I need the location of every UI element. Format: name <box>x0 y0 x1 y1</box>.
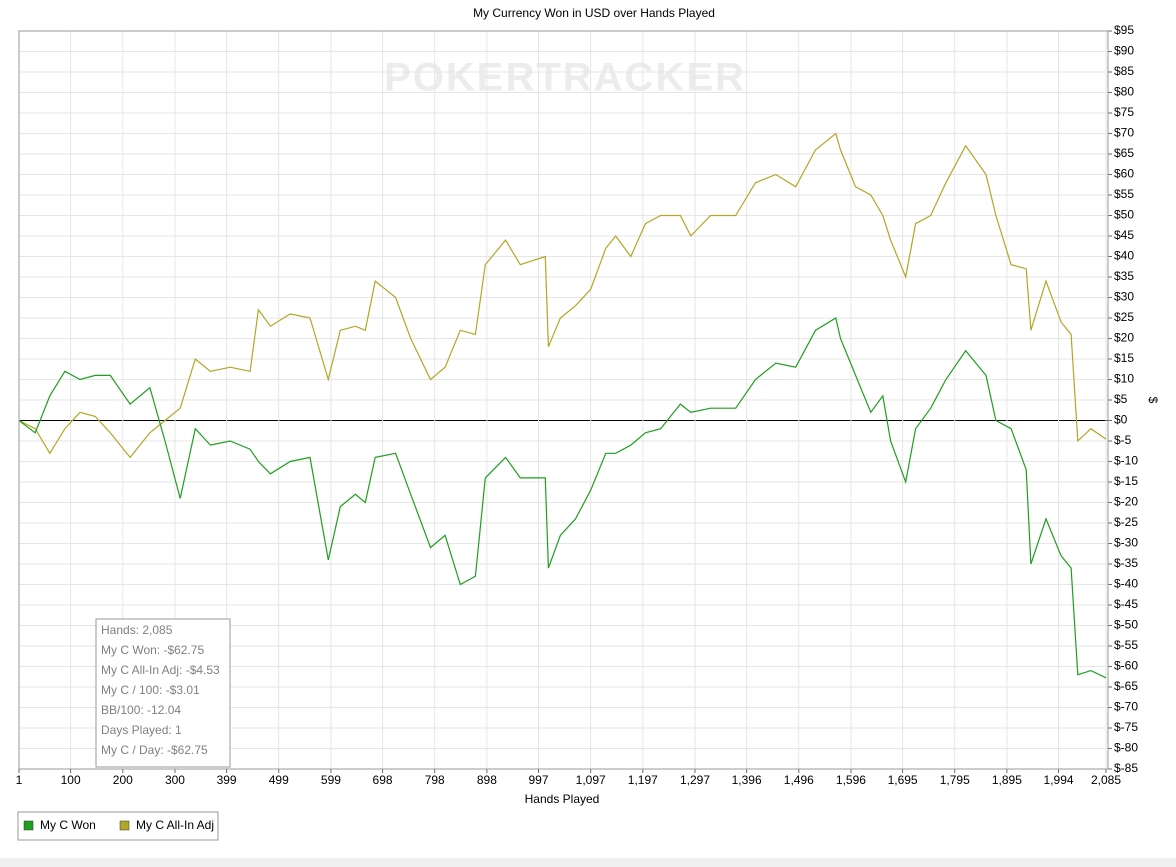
y-tick-label: $15 <box>1114 351 1134 365</box>
x-tick-label: 1,695 <box>888 773 918 787</box>
x-tick-label: 599 <box>321 773 341 787</box>
legend-swatch <box>23 820 34 831</box>
y-tick-label: $40 <box>1114 249 1134 263</box>
y-tick-label: $-65 <box>1114 679 1138 693</box>
y-tick-label: $-70 <box>1114 700 1138 714</box>
x-tick-label: 997 <box>528 773 548 787</box>
y-tick-label: $5 <box>1114 392 1128 406</box>
stats-line: My C / Day: -$62.75 <box>101 743 208 757</box>
y-tick-label: $-15 <box>1114 474 1138 488</box>
y-tick-label: $-20 <box>1114 495 1138 509</box>
grid <box>18 30 1112 773</box>
y-tick-label: $-25 <box>1114 515 1138 529</box>
y-tick-label: $-5 <box>1114 433 1132 447</box>
stats-line: My C Won: -$62.75 <box>101 643 204 657</box>
y-tick-label: $-50 <box>1114 618 1138 632</box>
y-tick-label: $65 <box>1114 146 1134 160</box>
stats-line: Days Played: 1 <box>101 723 182 737</box>
x-tick-label: 300 <box>165 773 185 787</box>
y-tick-label: $-60 <box>1114 659 1138 673</box>
y-tick-label: $45 <box>1114 228 1134 242</box>
stats-line: My C / 100: -$3.01 <box>101 683 200 697</box>
y-tick-label: $70 <box>1114 126 1134 140</box>
y-tick-label: $50 <box>1114 208 1134 222</box>
x-tick-label: 1,795 <box>940 773 970 787</box>
x-tick-label: 1,895 <box>992 773 1022 787</box>
y-tick-label: $-80 <box>1114 741 1138 755</box>
stats-line: Hands: 2,085 <box>101 623 173 637</box>
x-tick-label: 1,297 <box>680 773 710 787</box>
y-tick-label: $90 <box>1114 44 1134 58</box>
x-tick-label: 1,097 <box>576 773 606 787</box>
x-tick-label: 200 <box>113 773 133 787</box>
x-tick-label: 1 <box>16 773 23 787</box>
chart-title: My Currency Won in USD over Hands Played <box>473 6 715 20</box>
x-tick-label: 1,396 <box>732 773 762 787</box>
y-tick-label: $-85 <box>1114 761 1138 775</box>
y-tick-label: $10 <box>1114 372 1134 386</box>
y-tick-label: $95 <box>1114 23 1134 37</box>
x-tick-label: 1,596 <box>836 773 866 787</box>
x-tick-label: 898 <box>477 773 497 787</box>
x-tick-label: 100 <box>61 773 81 787</box>
y-tick-label: $-40 <box>1114 577 1138 591</box>
stats-box <box>95 618 231 768</box>
x-tick-label: 698 <box>373 773 393 787</box>
y-axis-label: $ <box>1146 397 1160 404</box>
series-line <box>18 317 1107 679</box>
y-tick-label: $-45 <box>1114 597 1138 611</box>
y-tick-label: $35 <box>1114 269 1134 283</box>
x-axis-label: Hands Played <box>525 792 600 806</box>
y-tick-label: $25 <box>1114 310 1134 324</box>
bottom-bar <box>0 858 1176 867</box>
plot-frame <box>18 30 1109 770</box>
stats-line: BB/100: -12.04 <box>101 703 181 717</box>
y-tick-label: $-75 <box>1114 720 1138 734</box>
y-tick-label: $0 <box>1114 413 1128 427</box>
y-tick-label: $-35 <box>1114 556 1138 570</box>
legend-label: My C Won <box>40 818 96 832</box>
y-tick-label: $80 <box>1114 85 1134 99</box>
y-tick-label: $75 <box>1114 105 1134 119</box>
x-tick-label: 2,085 <box>1091 773 1121 787</box>
stats-line: My C All-In Adj: -$4.53 <box>101 663 220 677</box>
x-tick-label: 399 <box>217 773 237 787</box>
lines <box>18 132 1107 679</box>
y-tick-label: $60 <box>1114 167 1134 181</box>
y-tick-label: $55 <box>1114 187 1134 201</box>
legend-label: My C All-In Adj <box>136 818 214 832</box>
y-tick-label: $30 <box>1114 290 1134 304</box>
series-line <box>18 132 1107 459</box>
y-tick-label: $-55 <box>1114 638 1138 652</box>
x-tick-label: 798 <box>425 773 445 787</box>
x-tick-label: 1,496 <box>784 773 814 787</box>
legend-swatch <box>119 820 130 831</box>
legend <box>17 811 219 841</box>
x-tick-label: 1,197 <box>628 773 658 787</box>
y-tick-label: $85 <box>1114 64 1134 78</box>
y-tick-label: $20 <box>1114 331 1134 345</box>
y-tick-label: $-30 <box>1114 536 1138 550</box>
y-tick-label: $-10 <box>1114 454 1138 468</box>
x-tick-label: 499 <box>269 773 289 787</box>
x-tick-label: 1,994 <box>1044 773 1074 787</box>
